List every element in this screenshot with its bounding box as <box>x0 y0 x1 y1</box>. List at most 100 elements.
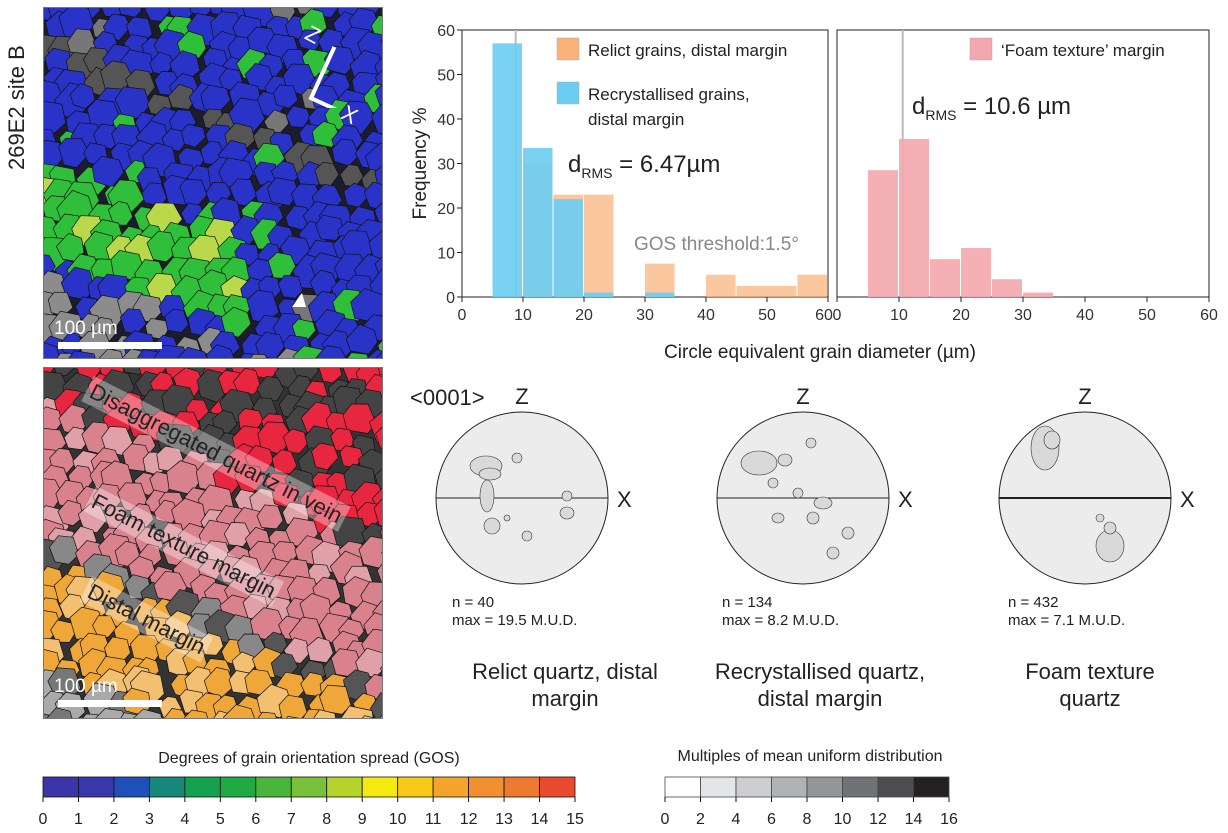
pole-figure-2: ZX <box>716 384 913 585</box>
legend-label-line2: distal margin <box>588 110 684 129</box>
bar <box>797 274 827 297</box>
density-contour <box>740 450 778 476</box>
colorbar-cell <box>397 776 434 798</box>
grain <box>318 368 343 384</box>
bar <box>645 292 675 297</box>
pole-figure-1: ZX <box>435 384 632 585</box>
bar <box>992 279 1022 297</box>
y-tick-label: 20 <box>437 201 455 218</box>
grain <box>176 346 208 358</box>
colorbar-cell <box>539 776 576 798</box>
grain <box>342 403 377 434</box>
grain <box>49 535 80 565</box>
grain <box>373 498 382 527</box>
grain <box>93 123 120 150</box>
bar <box>553 199 583 297</box>
density-contour <box>841 526 855 540</box>
grain <box>77 503 108 534</box>
pole-z-label: Z <box>515 384 528 409</box>
histogram-panel-2: 0 10 20 30 40 50 60 ‘Foam texture’ margin dRMS =… <box>833 29 1218 324</box>
grain <box>364 673 382 701</box>
grain <box>277 275 303 299</box>
mud-colorbar-title: Multiples of mean uniform distribution <box>677 748 943 765</box>
colorbar-tick-label: 8 <box>322 811 331 828</box>
x-tick-label: 10 <box>890 307 908 324</box>
colorbar-tick-label: 3 <box>145 811 154 828</box>
x-tick-label: 0 <box>833 307 842 324</box>
arrowhead-marker-icon <box>292 293 306 307</box>
pole-title-1: Relict quartz, distal margin <box>472 659 658 711</box>
grain <box>57 499 84 527</box>
colorbar-tick-label: 4 <box>732 811 741 828</box>
legend-label: Relict grains, distal margin <box>588 41 787 60</box>
grain <box>306 636 334 664</box>
bar <box>961 248 991 297</box>
gos-map-top: Z X 100 µm <box>43 7 383 359</box>
colorbar-cell <box>842 776 879 798</box>
pole-stat-n-1: n = 40 <box>452 594 495 611</box>
pole-stat-max-3: max = 7.1 M.U.D. <box>1008 612 1126 629</box>
grain <box>206 344 235 358</box>
grain <box>375 351 382 358</box>
colorbar-cell <box>806 776 843 798</box>
colorbar-tick-label: 2 <box>696 811 705 828</box>
x-tick-label: 10 <box>514 307 532 324</box>
drms-subscript: RMS <box>925 107 956 123</box>
density-contour <box>483 517 501 535</box>
grain <box>313 709 337 718</box>
density-contour <box>792 487 804 499</box>
scale-bar-bottom <box>58 700 162 707</box>
colorbar-tick-label: 1 <box>74 811 83 828</box>
grain <box>163 708 187 718</box>
grain <box>319 684 352 715</box>
grain <box>101 426 134 456</box>
colorbar-cell <box>219 776 257 798</box>
pole-z-label: Z <box>796 384 809 409</box>
legend-swatch <box>556 81 580 105</box>
grain <box>362 715 376 718</box>
grain <box>181 123 206 148</box>
colorbar-tick-label: 12 <box>869 811 887 828</box>
colorbar-cell <box>290 776 328 798</box>
grain <box>184 709 208 718</box>
x-tick-label: 50 <box>1138 307 1156 324</box>
grain <box>58 137 90 169</box>
region-map-bottom: Disaggregated quartz in vein Foam textur… <box>43 367 383 719</box>
grain <box>154 344 189 358</box>
grain <box>380 666 382 672</box>
colorbar-tick-label: 14 <box>531 811 549 828</box>
pole-x-label: X <box>617 487 632 512</box>
density-contour <box>479 479 495 513</box>
site-label-text: 269E2 site B <box>4 45 29 170</box>
x-tick-label: 30 <box>1014 307 1032 324</box>
grain <box>369 692 382 718</box>
colorbar-tick-label: 13 <box>495 811 513 828</box>
x-tick-label: 60 <box>1200 307 1218 324</box>
y-tick-label: 10 <box>437 246 455 263</box>
bar <box>706 274 736 297</box>
pole-figure-direction: <0001> <box>410 385 485 410</box>
pole-title-2: Recrystallised quartz, distal margin <box>714 659 926 711</box>
grain <box>250 353 268 358</box>
colorbar-tick-label: 16 <box>940 811 958 828</box>
grain <box>267 177 299 207</box>
pole-stat-max-1: max = 19.5 M.U.D. <box>452 612 578 629</box>
grain <box>374 84 382 112</box>
grain-mosaic <box>44 8 382 358</box>
density-contour <box>771 512 785 524</box>
colorbar-cell <box>700 776 737 798</box>
grain <box>375 426 382 449</box>
colorbar-cell <box>771 776 808 798</box>
colorbar-cell <box>149 776 186 798</box>
density-contour <box>511 452 523 464</box>
colorbar-tick-label: 0 <box>661 811 670 828</box>
grain <box>133 708 162 718</box>
y-axis-label: Frequency % <box>410 107 431 219</box>
bar <box>523 147 553 297</box>
y-tick-label: 30 <box>437 157 455 174</box>
grain-mosaic <box>44 368 382 718</box>
grain <box>212 464 244 495</box>
grain <box>98 348 124 358</box>
colorbar-tick-label: 4 <box>180 811 189 828</box>
